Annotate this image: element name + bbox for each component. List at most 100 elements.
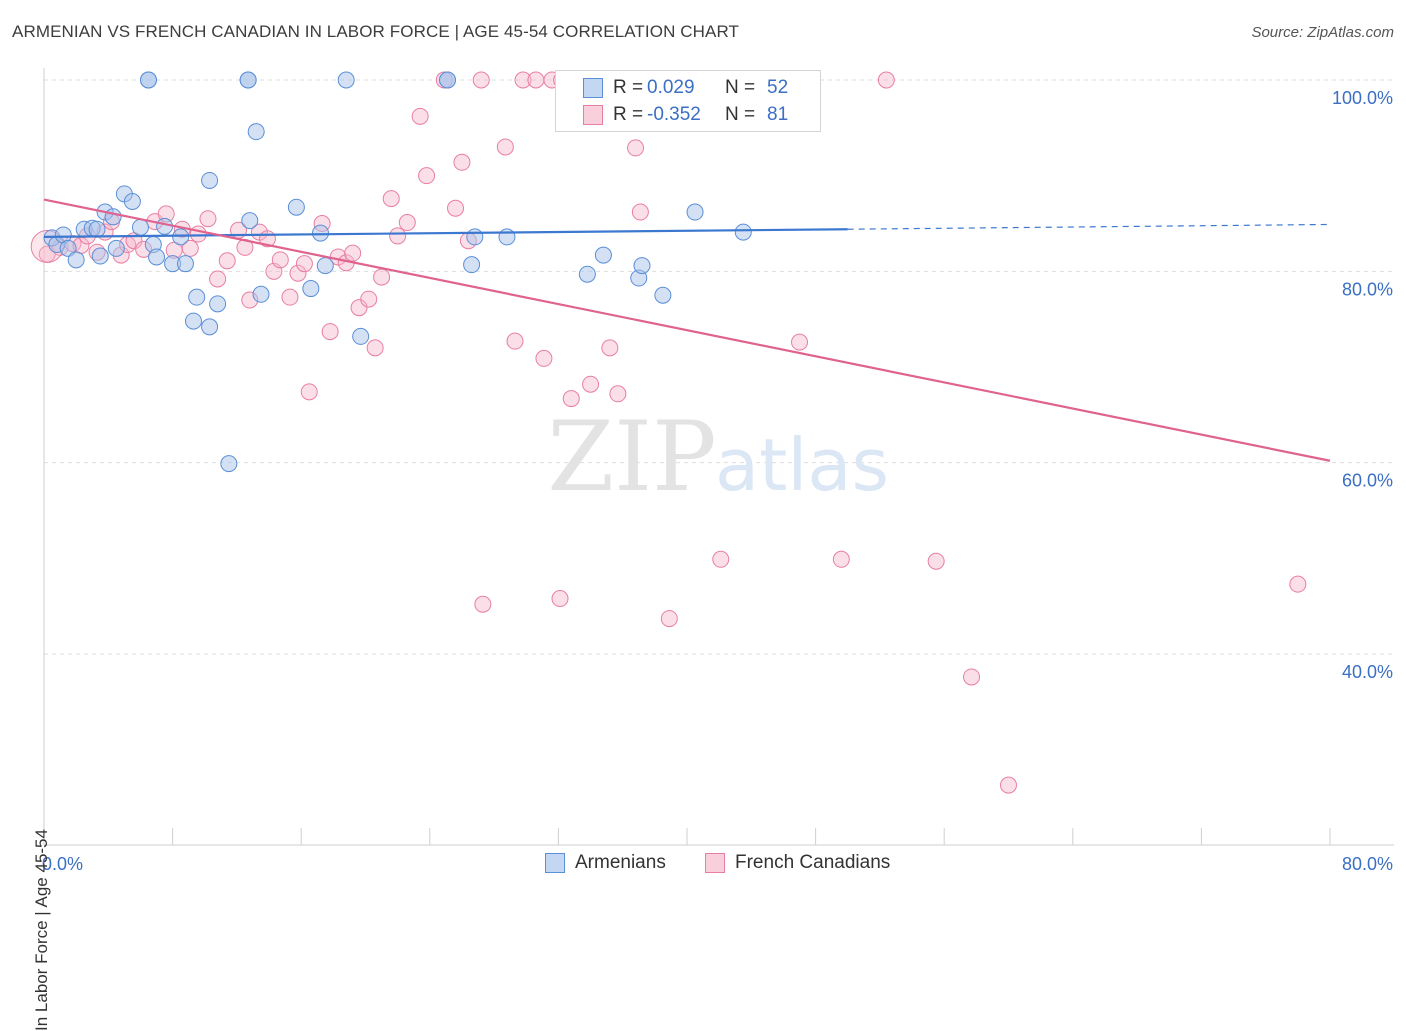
trend-line-armenians [43, 228, 848, 238]
data-point-armenian [201, 171, 219, 189]
data-point-french-canadian [712, 550, 730, 568]
data-point-french-canadian [562, 390, 580, 408]
watermark: ZIP atlas [547, 401, 889, 513]
data-point-french-canadian [350, 299, 368, 317]
data-point-french-canadian [181, 239, 199, 257]
data-point-french-canadian [373, 268, 391, 286]
data-point-armenian [498, 228, 516, 246]
data-point-french-canadian [832, 550, 850, 568]
data-point-french-canadian [627, 139, 645, 157]
data-point-french-canadian [631, 203, 649, 221]
data-point-french-canadian [660, 610, 678, 628]
data-point-french-canadian [1000, 776, 1017, 794]
data-point-french-canadian [209, 270, 227, 288]
data-point-french-canadian [281, 288, 299, 306]
data-point-armenian [686, 203, 704, 221]
data-point-french-canadian [389, 227, 407, 245]
data-point-armenian [316, 257, 334, 275]
data-point-armenian [209, 295, 227, 313]
data-point-armenian [734, 223, 752, 241]
data-point-armenian [287, 198, 305, 216]
data-point-french-canadian [601, 339, 619, 357]
data-point-armenian [463, 256, 481, 274]
data-point-french-canadian [472, 71, 490, 89]
data-point-french-canadian [271, 251, 289, 269]
data-point-french-canadian [582, 375, 600, 393]
data-point-french-canadian [551, 590, 569, 608]
series-legend-french-canadians[interactable]: French Canadians [705, 852, 890, 874]
data-point-armenian [302, 280, 320, 298]
data-point-armenian [188, 288, 206, 306]
data-point-armenian [241, 212, 259, 230]
data-point-armenian [172, 228, 190, 246]
data-point-armenian [466, 228, 484, 246]
y-tick-label: 80.0% [1342, 279, 1393, 299]
data-point-french-canadian [609, 385, 627, 403]
data-point-french-canadian [474, 595, 492, 613]
data-point-french-canadian [411, 107, 429, 125]
data-point-armenian [578, 265, 596, 283]
legend-row-armenians: R = 0.029 N = 52 [556, 74, 788, 102]
watermark-zip: ZIP [547, 401, 716, 513]
legend-r-value: -0.352 [647, 104, 701, 125]
legend-row-french-canadians: R = -0.352 N = 81 [556, 101, 788, 129]
data-point-armenian [220, 455, 238, 473]
y-tick-label: 100.0% [1332, 88, 1393, 108]
data-point-french-canadian [366, 339, 384, 357]
trend-lines [43, 198, 1331, 462]
data-point-armenian [633, 257, 651, 275]
series-label-french-canadians: French Canadians [735, 852, 891, 873]
data-point-french-canadian [506, 332, 524, 350]
data-point-french-canadian [300, 383, 318, 401]
data-point-french-canadian [791, 333, 809, 351]
chart-title: ARMENIAN VS FRENCH CANADIAN IN LABOR FOR… [12, 22, 740, 41]
series-label-armenians: Armenians [575, 852, 666, 873]
data-point-french-canadian [398, 214, 416, 232]
data-point-french-canadian [496, 138, 514, 156]
legend-r-label: R = [613, 77, 644, 98]
x-tick-label: 80.0% [1342, 854, 1393, 874]
data-point-french-canadian [382, 190, 400, 208]
legend-swatch-french-canadians [583, 105, 603, 125]
legend-n-value: 52 [767, 77, 789, 98]
trend-line-armenians-extension [847, 223, 1331, 230]
armenians-points [43, 71, 752, 473]
data-point-french-canadian [447, 199, 465, 217]
data-point-armenian [438, 71, 456, 89]
stats-legend: R = 0.029 N = 52 R = -0.352 N = 81 [555, 70, 821, 132]
data-point-french-canadian [321, 323, 339, 341]
data-point-armenian [247, 123, 265, 141]
series-legend-armenians[interactable]: Armenians [545, 852, 666, 874]
data-point-french-canadian [1289, 575, 1307, 593]
data-point-french-canadian [535, 349, 553, 367]
data-point-armenian [148, 248, 166, 266]
data-point-french-canadian [295, 255, 313, 273]
data-point-armenian [67, 251, 85, 269]
data-point-armenian [123, 192, 141, 210]
data-point-armenian [311, 224, 329, 242]
source-label: Source: ZipAtlas.com [1251, 24, 1394, 41]
legend-n-label: N = [725, 104, 756, 125]
scatter-chart: ZIP atlas 40.0% 60.0% 80.0% 100.0% 0.0% 80.0% [30, 68, 1394, 874]
legend-r-value: 0.029 [647, 77, 695, 98]
data-point-french-canadian [418, 167, 436, 185]
legend-swatch-armenians [583, 78, 603, 98]
series-legend: Armenians French Canadians [0, 852, 1406, 878]
legend-n-label: N = [725, 77, 756, 98]
series-swatch-french-canadians [705, 853, 725, 873]
trend-line-french-canadians [43, 198, 1331, 462]
data-point-armenian [107, 239, 125, 257]
legend-r-label: R = [613, 104, 644, 125]
data-point-armenian [131, 218, 149, 236]
data-point-french-canadian [189, 225, 207, 243]
data-point-french-canadian [218, 252, 236, 270]
data-point-armenian [156, 217, 174, 235]
data-point-armenian [252, 285, 270, 303]
data-point-armenian [352, 327, 370, 345]
data-point-french-canadian [289, 264, 307, 282]
watermark-atlas: atlas [715, 423, 889, 507]
data-point-armenian [59, 239, 77, 257]
data-point-armenian [594, 246, 612, 264]
y-tick-label: 60.0% [1342, 471, 1393, 491]
y-tick-label: 40.0% [1342, 662, 1393, 682]
